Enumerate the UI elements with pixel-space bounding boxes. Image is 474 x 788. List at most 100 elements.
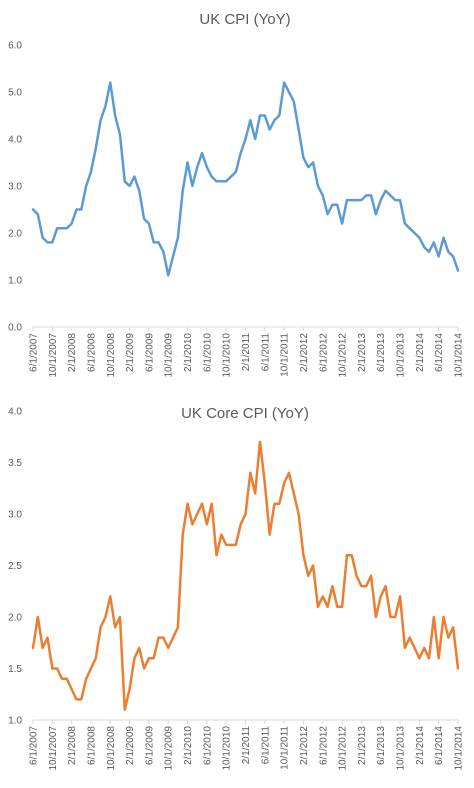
data-point	[66, 678, 68, 680]
data-point	[268, 128, 270, 130]
data-point	[365, 585, 367, 587]
data-point	[437, 255, 439, 257]
y-tick-label: 4.0	[8, 407, 22, 418]
data-point	[70, 222, 72, 224]
x-tick-label: 6/1/2012	[318, 726, 329, 765]
data-point	[85, 185, 87, 187]
x-tick-label: 10/1/2007	[48, 726, 59, 771]
data-point	[355, 575, 357, 577]
data-point	[239, 152, 241, 154]
data-point	[326, 606, 328, 608]
data-point	[133, 657, 135, 659]
x-tick-label: 6/1/2007	[29, 726, 40, 765]
data-point	[196, 166, 198, 168]
y-tick-label: 2.0	[8, 613, 22, 624]
data-point	[75, 208, 77, 210]
data-point	[114, 114, 116, 116]
x-tick-label: 6/1/2009	[144, 333, 155, 372]
data-point	[370, 194, 372, 196]
data-point	[215, 554, 217, 556]
data-point	[326, 213, 328, 215]
data-point	[413, 647, 415, 649]
data-point	[437, 657, 439, 659]
data-point	[191, 523, 193, 525]
data-point	[365, 194, 367, 196]
data-point	[341, 606, 343, 608]
x-tick-label: 6/1/2011	[260, 726, 271, 765]
x-tick-label: 6/1/2013	[376, 333, 387, 372]
data-point	[322, 194, 324, 196]
data-point	[283, 482, 285, 484]
data-point	[230, 544, 232, 546]
data-point	[119, 616, 121, 618]
data-point	[380, 595, 382, 597]
data-point	[99, 626, 101, 628]
x-tick-label: 2/1/2011	[241, 726, 252, 765]
data-point	[46, 636, 48, 638]
data-point	[355, 199, 357, 201]
data-point	[244, 513, 246, 515]
data-point	[375, 213, 377, 215]
data-point	[95, 657, 97, 659]
x-tick-label: 6/1/2008	[86, 333, 97, 372]
data-point	[264, 482, 266, 484]
data-point	[220, 180, 222, 182]
data-point	[302, 554, 304, 556]
data-point	[128, 688, 130, 690]
data-point	[399, 199, 401, 201]
x-tick-label: 6/1/2013	[376, 726, 387, 765]
data-point	[413, 232, 415, 234]
data-point	[56, 667, 58, 669]
x-tick-label: 6/1/2012	[318, 333, 329, 372]
data-point	[167, 274, 169, 276]
data-point	[331, 204, 333, 206]
data-point	[61, 678, 63, 680]
x-tick-label: 10/1/2013	[396, 726, 407, 771]
x-tick-label: 2/1/2008	[67, 726, 78, 765]
data-point	[404, 222, 406, 224]
data-point	[317, 606, 319, 608]
data-point	[457, 667, 459, 669]
data-point	[37, 616, 39, 618]
data-point	[370, 575, 372, 577]
data-point	[351, 554, 353, 556]
data-point	[148, 222, 150, 224]
y-tick-label: 2.5	[8, 561, 22, 572]
data-point	[418, 657, 420, 659]
data-point	[288, 472, 290, 474]
data-point	[95, 147, 97, 149]
data-point	[447, 636, 449, 638]
x-tick-label: 6/1/2014	[434, 726, 445, 765]
data-point	[442, 237, 444, 239]
x-tick-label: 2/1/2012	[299, 333, 310, 372]
y-tick-label: 2.0	[8, 229, 22, 240]
data-point	[244, 138, 246, 140]
data-point	[428, 251, 430, 253]
data-point	[230, 175, 232, 177]
x-tick-label: 6/1/2010	[202, 726, 213, 765]
x-tick-label: 2/1/2008	[67, 333, 78, 372]
core-cpi-series	[31, 440, 460, 711]
data-point	[268, 533, 270, 535]
data-point	[119, 133, 121, 135]
data-point	[182, 533, 184, 535]
y-tick-label: 0.0	[8, 323, 22, 334]
data-point	[80, 208, 82, 210]
x-tick-label: 2/1/2010	[183, 333, 194, 372]
data-point	[133, 175, 135, 177]
data-point	[37, 213, 39, 215]
data-point	[418, 237, 420, 239]
x-tick-label: 6/1/2011	[260, 333, 271, 372]
data-point	[331, 585, 333, 587]
data-point	[235, 544, 237, 546]
data-point	[124, 180, 126, 182]
y-axis: 1.0 1.5 2.0 2.5 3.0 3.5 4.0	[8, 407, 22, 727]
x-tick-label: 2/1/2013	[357, 333, 368, 372]
data-point	[394, 199, 396, 201]
data-point	[157, 636, 159, 638]
y-tick-label: 3.0	[8, 182, 22, 193]
data-point	[428, 657, 430, 659]
x-tick-label: 6/1/2010	[202, 333, 213, 372]
x-tick-label: 6/1/2008	[86, 726, 97, 765]
x-tick-label: 10/1/2009	[164, 333, 175, 378]
